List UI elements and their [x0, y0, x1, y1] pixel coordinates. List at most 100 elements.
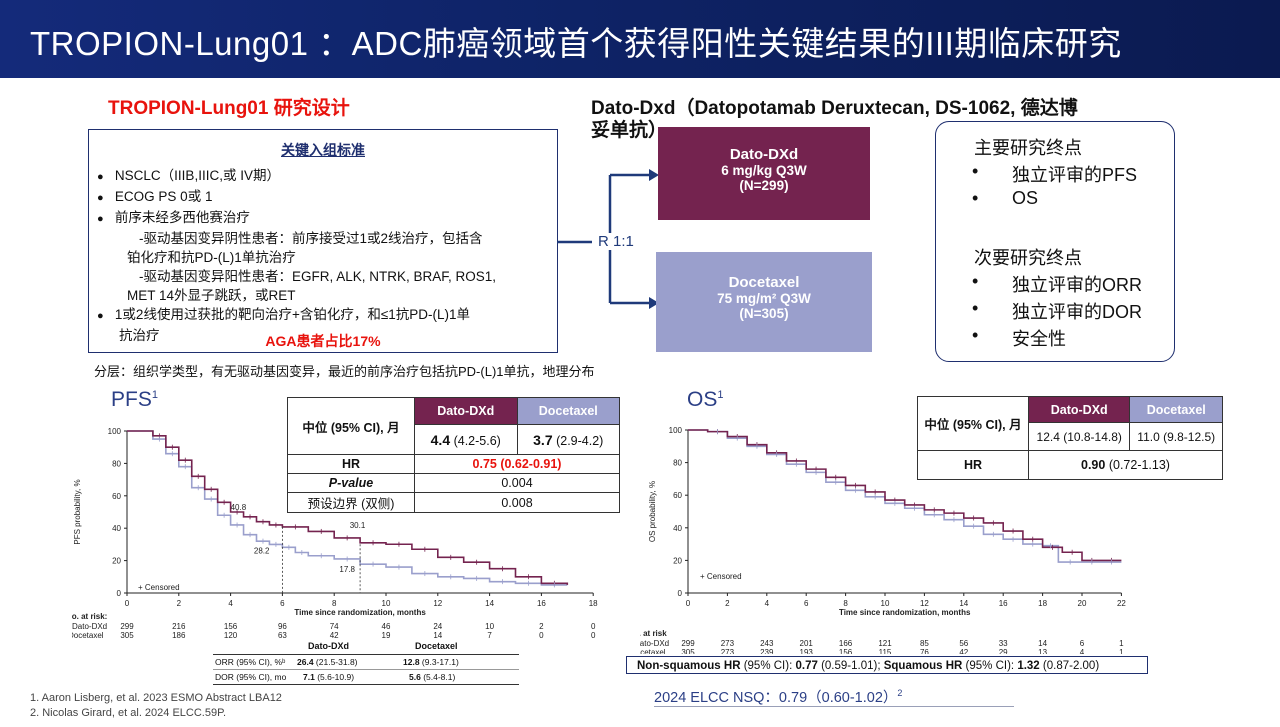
- criteria-header: 关键入组标准: [281, 142, 365, 158]
- bullet-icon: ●: [97, 171, 104, 183]
- pfs-sup: 1: [151, 389, 158, 401]
- risk-count-doc: 63: [278, 631, 287, 640]
- pfs-annotation-dato-9m: 30.1: [350, 521, 366, 530]
- risk-count-doc: 1: [1119, 648, 1124, 654]
- risk-count-doc: 156: [839, 648, 853, 654]
- risk-count-dato: 1: [1119, 639, 1124, 648]
- os-hr-ci: (0.72-1.13): [1108, 458, 1170, 472]
- risk-count-doc: 239: [760, 648, 774, 654]
- x-tick-label: 20: [1078, 599, 1087, 608]
- risk-count-doc: 0: [591, 631, 596, 640]
- randomization-label: R 1:1: [596, 233, 636, 250]
- pfs-hr-value: 0.75 (0.62-0.91): [414, 454, 620, 474]
- risk-count-dato: 46: [382, 622, 391, 631]
- risk-label-dato: Dato-DXd: [72, 622, 107, 631]
- os-sup: 1: [717, 389, 724, 401]
- x-tick-label: 16: [999, 599, 1008, 608]
- primary-endpoint: 独立评审的PFS: [1012, 165, 1138, 185]
- pfs-margin-value: 0.008: [414, 492, 620, 513]
- censored-legend: + Censored: [700, 572, 742, 581]
- endpoints-box: 主要研究终点 • 独立评审的PFS • OS 次要研究终点 • 独立评审的ORR…: [935, 121, 1175, 362]
- x-axis-title: Time since randomization, months: [839, 608, 971, 617]
- risk-title: No. at risk: [640, 629, 667, 638]
- risk-count-doc: 76: [920, 648, 929, 654]
- criterion-1: ● NSCLC（IIIB,IIIC,或 IV期）: [97, 166, 496, 187]
- resp-dor-row: DOR (95% CI), mo 7.1 (5.6-10.9) 5.6 (5.4…: [213, 670, 519, 685]
- y-tick-label: 0: [678, 589, 683, 598]
- pfs-annotation-doc-9m: 17.8: [339, 565, 355, 574]
- criterion-sub: 铂化疗和抗PD-(L)1单抗治疗: [127, 250, 296, 265]
- risk-count-doc: 305: [681, 648, 695, 654]
- pfs-median-dato-ci: (4.2-5.6): [453, 433, 501, 448]
- secondary-endpoint: 独立评审的DOR: [1012, 302, 1142, 322]
- primary-endpoint-label: 主要研究终点: [974, 138, 1082, 158]
- risk-count-dato: 166: [839, 639, 853, 648]
- y-tick-label: 0: [117, 589, 122, 598]
- risk-count-dato: 10: [485, 622, 494, 631]
- arm-dato-dose: 6 mg/kg Q3W: [721, 163, 807, 178]
- risk-count-doc: 186: [172, 631, 186, 640]
- drug-title-line2: 妥单抗）: [591, 120, 668, 141]
- orr-doc: 12.8 (9.3-17.1): [403, 657, 459, 667]
- arm-doc-n: (N=305): [739, 306, 789, 321]
- resp-h-doc: Docetaxel: [415, 641, 458, 651]
- risk-label-doc: Docetaxel: [640, 648, 666, 654]
- nsq-value: 0.77: [795, 660, 818, 672]
- x-tick-label: 10: [382, 599, 391, 608]
- pfs-annotation-doc-6m: 28.2: [254, 546, 270, 555]
- os-hr-value: 0.90: [1081, 458, 1106, 472]
- pfs-median-doc-ci: (2.9-4.2): [556, 433, 604, 448]
- secondary-endpoint-label: 次要研究终点: [974, 248, 1082, 268]
- risk-title: No. at risk:: [72, 612, 107, 621]
- risk-count-doc: 7: [487, 631, 492, 640]
- risk-count-doc: 14: [433, 631, 442, 640]
- pfs-label: PFS1: [111, 388, 158, 412]
- x-tick-label: 10: [881, 599, 890, 608]
- sq-ci-label: (95% CI):: [965, 660, 1015, 672]
- orr-dato-ci: (21.5-31.8): [315, 657, 358, 667]
- orr-dato: 26.4 (21.5-31.8): [297, 657, 358, 667]
- nsq-label: Non-squamous HR: [637, 660, 741, 672]
- x-tick-label: 2: [177, 599, 182, 608]
- x-tick-label: 18: [589, 599, 598, 608]
- risk-count-dato: 14: [1038, 639, 1047, 648]
- pfs-median-dato: 4.4 (4.2-5.6): [414, 424, 518, 455]
- risk-count-dato: 243: [760, 639, 774, 648]
- dor-dato-value: 7.1: [303, 672, 315, 682]
- risk-count-doc: 305: [120, 631, 134, 640]
- y-tick-label: 100: [108, 427, 122, 436]
- docetaxel-curve: [127, 430, 568, 586]
- os-col-doc: Docetaxel: [1129, 396, 1223, 423]
- criterion-text: ECOG PS 0或 1: [114, 189, 213, 204]
- pfs-annotation-dato-6m: 40.8: [231, 503, 247, 512]
- criterion-text: 前序未经多西他赛治疗: [114, 210, 250, 225]
- x-tick-label: 6: [804, 599, 809, 608]
- risk-count-doc: 19: [382, 631, 391, 640]
- risk-count-doc: 13: [1038, 648, 1047, 654]
- risk-label-doc: Docetaxel: [72, 631, 104, 640]
- risk-count-doc: 42: [330, 631, 339, 640]
- dor-dato: 7.1 (5.6-10.9): [303, 672, 354, 682]
- os-label-text: OS: [687, 388, 718, 411]
- divider: [654, 706, 1014, 707]
- criterion-sub: MET 14外显子跳跃，或RET: [127, 288, 296, 303]
- y-tick-label: 20: [112, 557, 121, 566]
- design-title: TROPION-Lung01 研究设计: [108, 98, 350, 119]
- risk-count-dato: 156: [224, 622, 238, 631]
- os-col-dato: Dato-DXd: [1027, 396, 1131, 423]
- bullet-icon: •: [972, 298, 979, 318]
- x-tick-label: 14: [485, 599, 494, 608]
- risk-count-doc: 29: [999, 648, 1008, 654]
- x-tick-label: 14: [959, 599, 968, 608]
- dor-dato-ci: (5.6-10.9): [317, 672, 355, 682]
- risk-label-dato: Dato-DXd: [640, 639, 669, 648]
- risk-count-dato: 24: [433, 622, 442, 631]
- risk-count-doc: 273: [721, 648, 735, 654]
- y-tick-label: 40: [112, 524, 121, 533]
- secondary-endpoint: 独立评审的ORR: [1012, 275, 1142, 295]
- risk-count-dato: 0: [591, 622, 596, 631]
- criterion-sub: -驱动基因变异阳性患者：EGFR, ALK, NTRK, BRAF, ROS1,: [139, 269, 497, 284]
- risk-count-doc: 4: [1080, 648, 1085, 654]
- risk-count-doc: 42: [959, 648, 968, 654]
